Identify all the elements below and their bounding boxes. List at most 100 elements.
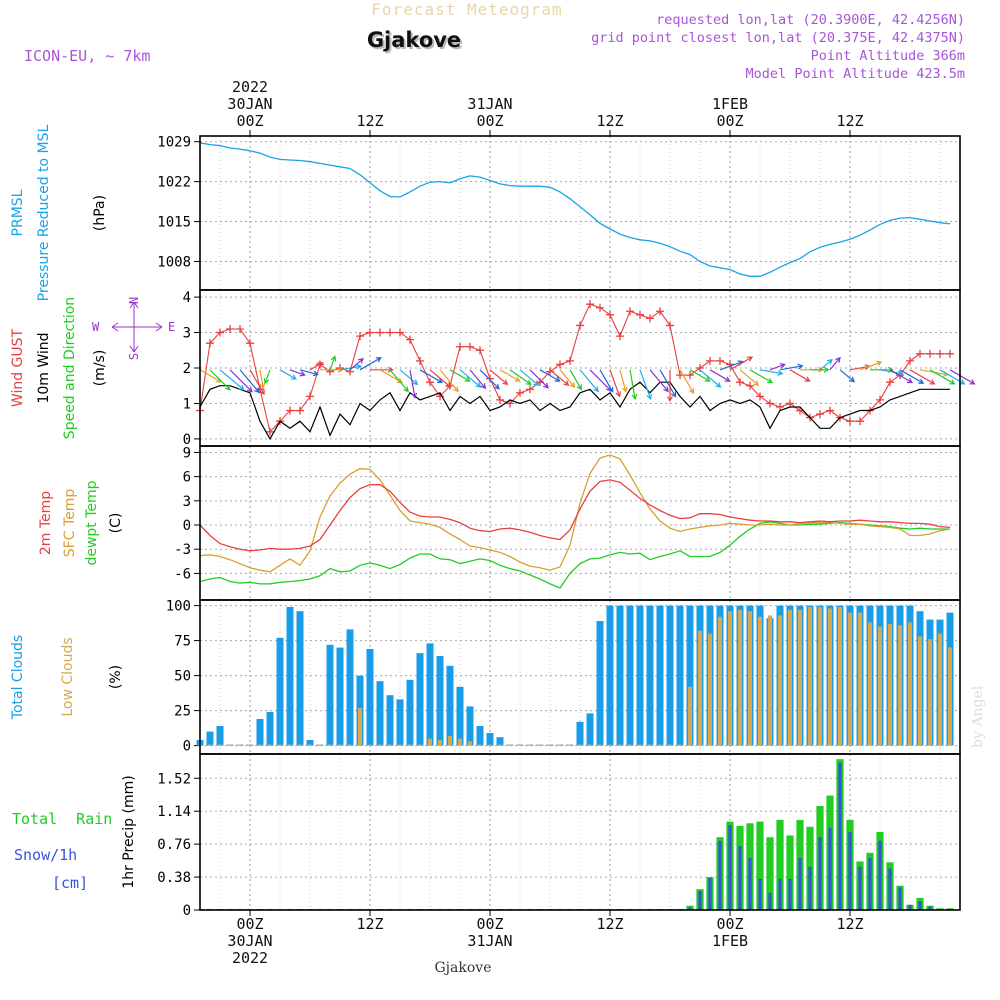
gust-marker	[226, 325, 234, 333]
location-title: Gjakove	[369, 30, 463, 54]
wind-arrow	[263, 369, 271, 385]
low-cloud-bar	[758, 616, 762, 746]
gust-marker	[686, 371, 694, 380]
gust-marker	[476, 346, 484, 355]
low-cloud-bar	[468, 741, 472, 746]
gust-marker	[716, 356, 724, 365]
wind-arrow	[339, 363, 363, 371]
low-cloud-bar	[288, 744, 292, 746]
low-cloud-bar	[558, 744, 562, 746]
total-cloud-bar	[486, 733, 494, 746]
low-cloud-bar	[648, 744, 652, 746]
total-cloud-bar	[646, 605, 654, 746]
low-cloud-bar	[768, 615, 772, 746]
gust-marker	[596, 303, 604, 312]
panel-frame	[199, 753, 961, 911]
snow-bar	[688, 907, 692, 910]
wind-arrow	[199, 369, 222, 383]
low-cloud-bar	[908, 622, 912, 746]
compass-w: W	[92, 320, 100, 334]
gust-marker	[656, 307, 664, 316]
rain-bar	[766, 837, 774, 910]
y-tick-label: 0	[183, 518, 191, 534]
wind-arrow	[659, 369, 677, 398]
wind-arrow	[639, 369, 652, 401]
low-cloud-bar	[818, 607, 822, 746]
gust-marker	[766, 399, 774, 408]
snow-bar	[748, 858, 752, 910]
y-axis-label: dewpt Temp	[84, 480, 100, 565]
gust-marker	[646, 314, 654, 323]
y-tick-label: 2	[183, 361, 191, 377]
wind-arrow	[929, 369, 956, 385]
gust-marker	[306, 392, 314, 401]
gust-marker	[846, 417, 854, 426]
y-tick-label: 3	[183, 326, 191, 342]
low-cloud-bar	[858, 612, 862, 746]
low-cloud-bar	[268, 744, 272, 746]
wind-arrow	[419, 369, 444, 384]
wind-arrow	[779, 363, 804, 371]
low-cloud-bar	[638, 744, 642, 746]
low-cloud-bar	[538, 744, 542, 746]
wind-speed-line	[199, 381, 950, 441]
panel-pressure: 1008 1015 1022 1029	[157, 135, 960, 290]
wind-arrow	[699, 369, 722, 388]
gust-marker	[506, 399, 514, 408]
wind-arrow	[619, 369, 628, 393]
wind-arrow	[449, 369, 471, 382]
snow-bar	[708, 877, 712, 910]
compass-n: N	[127, 297, 141, 304]
wind-arrow	[249, 369, 265, 396]
wind-arrow	[667, 369, 673, 403]
wind-arrow	[299, 369, 320, 377]
gust-marker	[426, 378, 434, 387]
wind-arrow	[589, 369, 612, 392]
wind-arrow	[349, 357, 364, 371]
top-time-label: 2022	[232, 78, 268, 96]
total-cloud-bar	[266, 712, 274, 746]
total-cloud-bar	[616, 605, 624, 746]
wind-arrow	[399, 369, 419, 386]
gust-marker	[366, 328, 374, 337]
gust-marker	[576, 321, 584, 330]
pressure-line	[199, 142, 951, 277]
bottom-time-label: 30JAN	[227, 932, 272, 950]
compass-ns-arrow	[129, 301, 139, 353]
y-tick-label: 0.38	[157, 870, 191, 886]
wind-arrow	[889, 369, 914, 384]
low-cloud-bar	[508, 744, 512, 746]
bottom-time-label: 12Z	[836, 915, 863, 933]
wind-arrow	[439, 369, 459, 393]
snow-bar	[868, 858, 872, 910]
y-tick-label: 0	[183, 739, 191, 755]
wind-arrow	[559, 369, 576, 389]
wind-arrow	[359, 357, 382, 371]
low-cloud-bar	[668, 744, 672, 746]
snow-bar	[758, 878, 762, 910]
info-point-altitude: Point Altitude 366m	[811, 48, 965, 64]
y-axis-label: Speed and Direction	[62, 297, 78, 439]
gust-marker	[396, 328, 404, 337]
y-axis-label: PRMSL	[10, 189, 26, 236]
snow-bar	[878, 840, 882, 910]
wind-arrow	[389, 369, 409, 393]
gust-marker	[876, 395, 884, 404]
wind-arrow	[789, 369, 811, 382]
total-cloud-bar	[376, 681, 384, 746]
gust-marker	[586, 300, 594, 309]
wind-arrow	[859, 360, 883, 371]
low-cloud-bar	[598, 744, 602, 746]
y-axis-label: (hPa)	[92, 195, 108, 231]
wind-direction-arrows	[199, 355, 976, 403]
y-axis-label: Low Clouds	[60, 637, 76, 716]
low-cloud-bar	[548, 744, 552, 746]
gust-marker	[406, 335, 414, 344]
y-tick-label: 1.14	[157, 804, 191, 820]
total-cloud-bar	[326, 644, 334, 746]
bottom-time-label: 31JAN	[467, 932, 512, 950]
total-cloud-bar	[446, 665, 454, 746]
gust-marker	[726, 360, 734, 369]
wind-arrow	[279, 369, 297, 380]
gust-marker	[296, 406, 304, 415]
